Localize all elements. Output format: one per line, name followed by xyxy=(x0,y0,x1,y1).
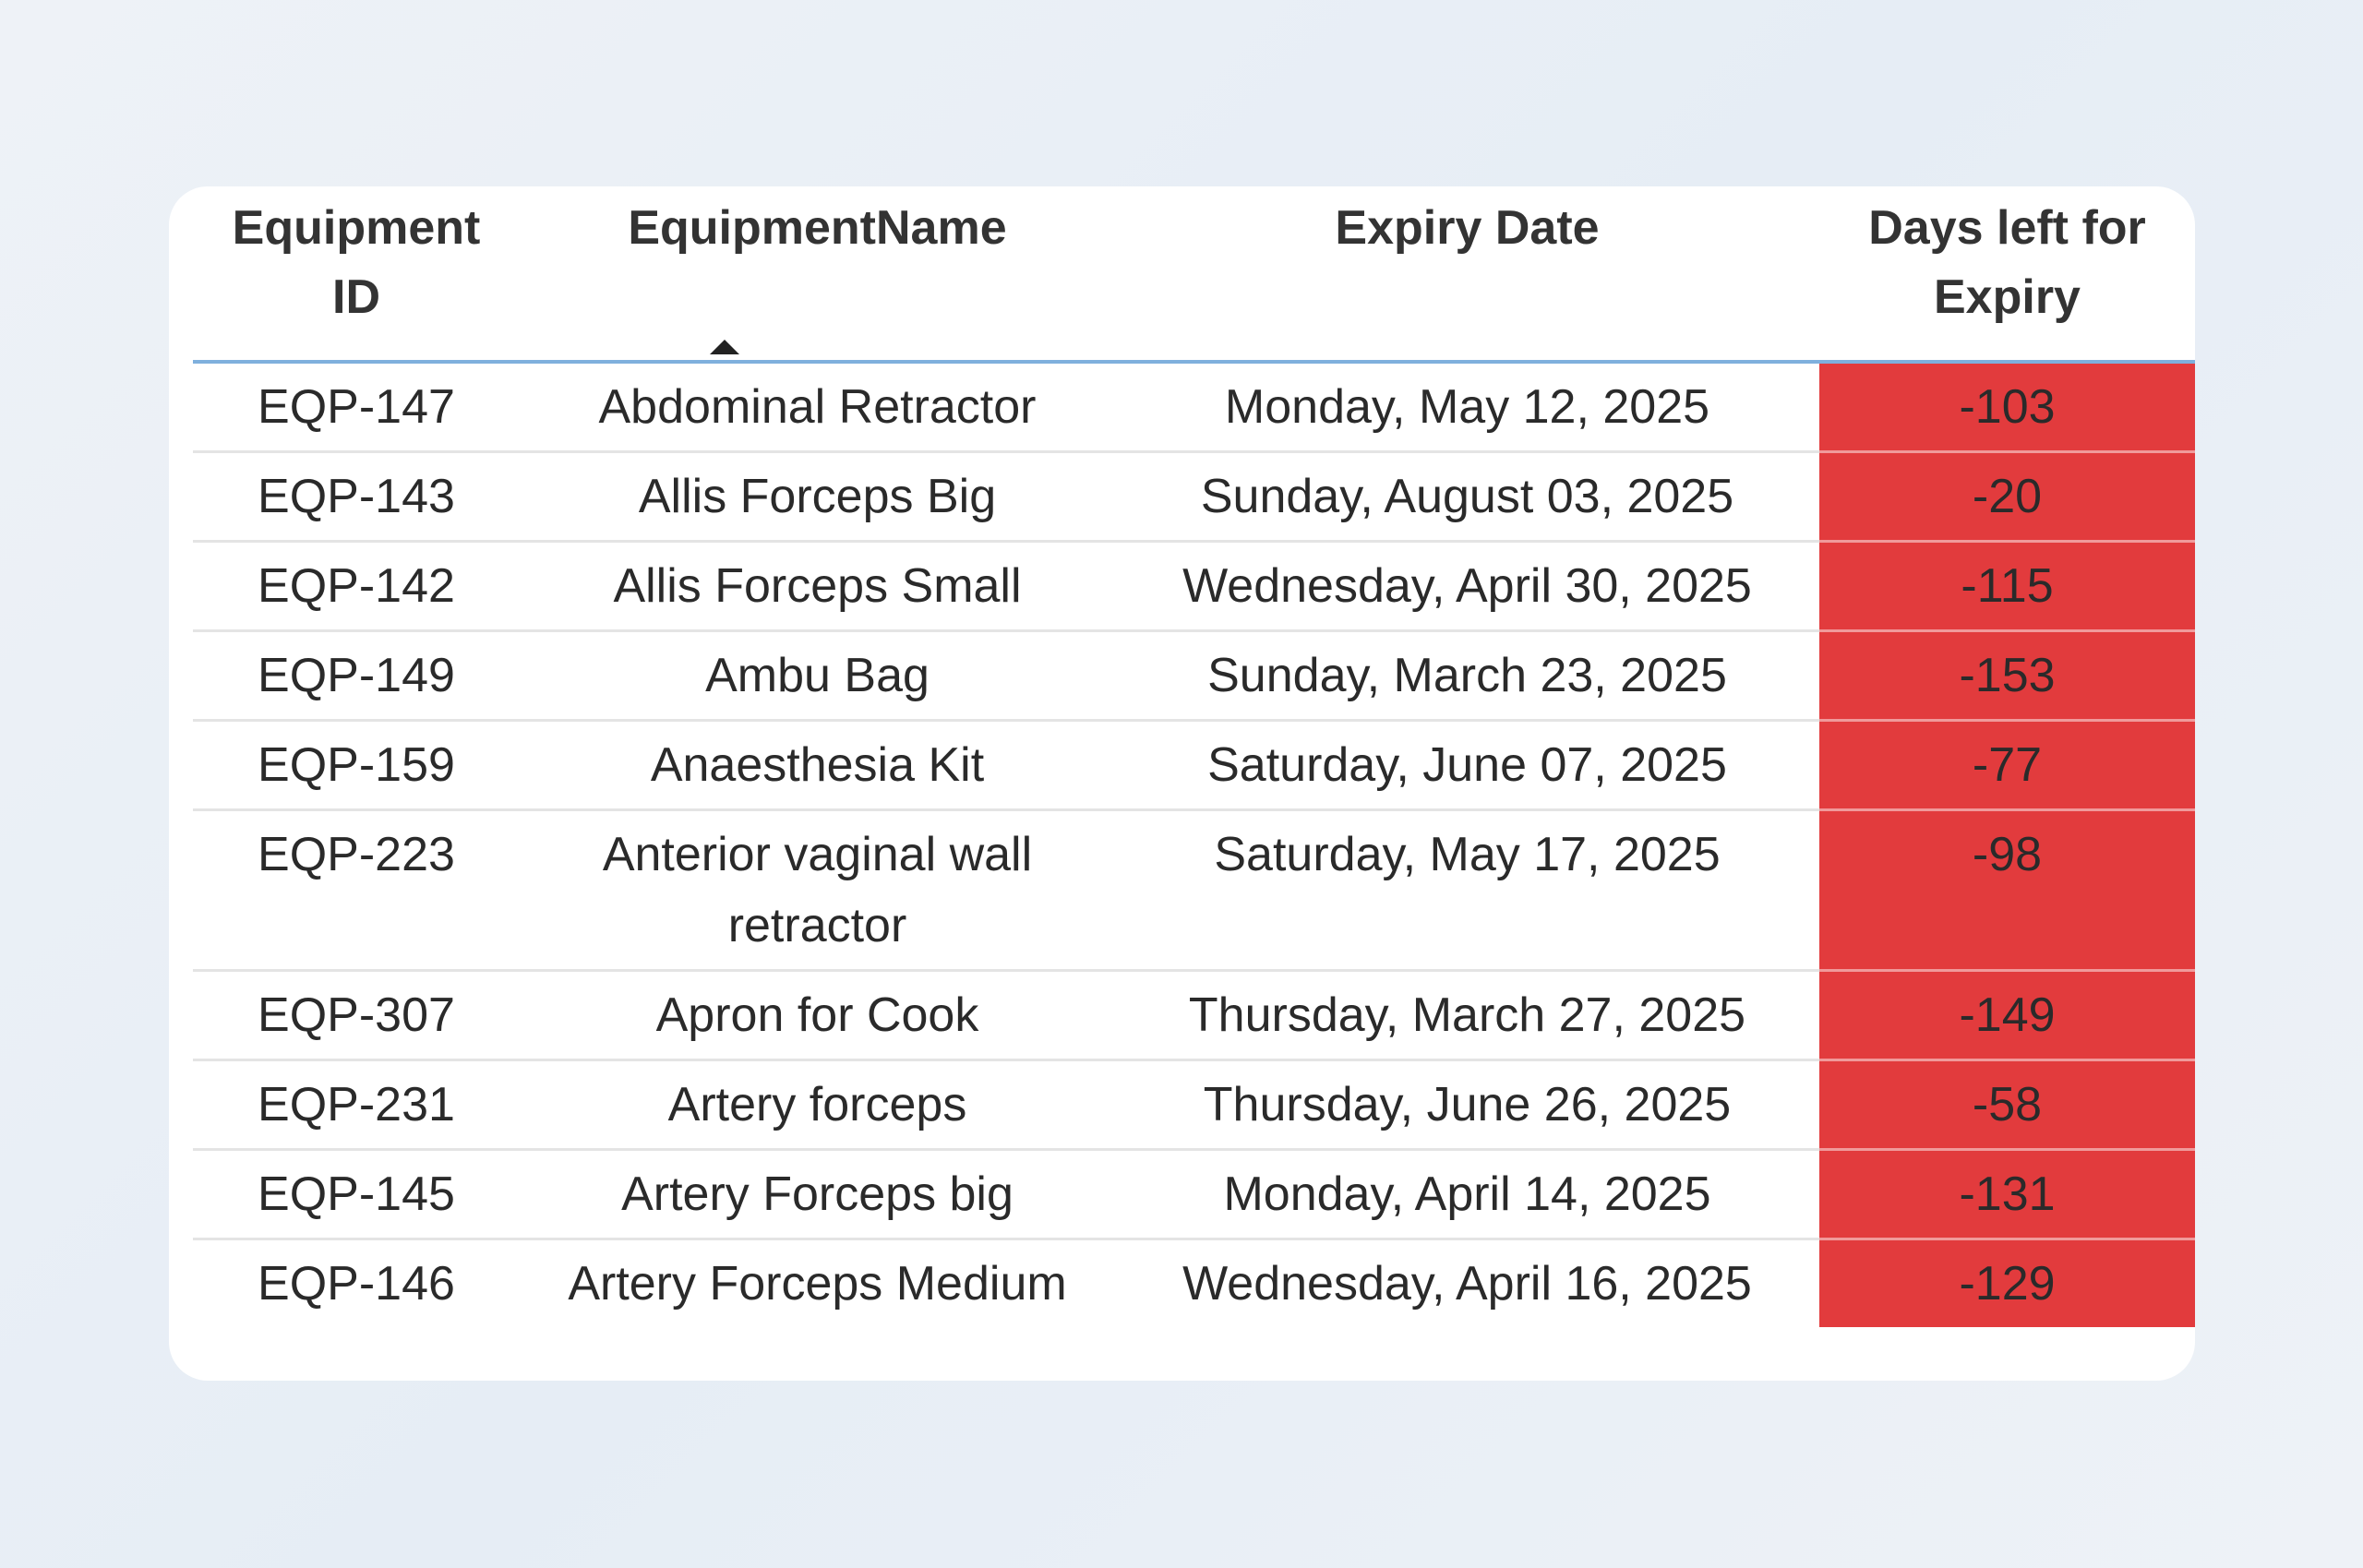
table-body: EQP-147 Abdominal Retractor Monday, May 12… xyxy=(193,362,2195,1327)
equipment-name: Anterior vaginal wall retractor xyxy=(520,809,1115,972)
equipment-name: Apron for Cook xyxy=(520,970,1115,1061)
expiry-date: Wednesday, April 30, 2025 xyxy=(1115,541,1819,632)
days-left: -20 xyxy=(1819,451,2195,543)
table-row[interactable]: EQP-145 Artery Forceps big Monday, April 1… xyxy=(193,1149,2195,1240)
days-left: -98 xyxy=(1819,809,2195,972)
table-row[interactable]: EQP-223 Anterior vaginal wall retractor Sa… xyxy=(193,809,2195,972)
equipment-name: Artery Forceps Medium xyxy=(568,1257,1067,1311)
equipment-name: Ambu Bag xyxy=(520,630,1115,722)
days-left: -131 xyxy=(1819,1149,2195,1240)
table-row[interactable]: EQP-143 Allis Forceps Big Sunday, August 0… xyxy=(193,451,2195,543)
column-header[interactable]: Expiry Date xyxy=(1115,186,1819,364)
days-left: -129 xyxy=(1819,1239,2195,1327)
expiry-date: Monday, April 14, 2025 xyxy=(1115,1149,1819,1240)
expiry-date: Wednesday, April 16, 2025 xyxy=(1182,1257,1752,1311)
expiry-date: Saturday, May 17, 2025 xyxy=(1115,809,1819,972)
days-left: -153 xyxy=(1819,630,2195,722)
days-left: -58 xyxy=(1819,1059,2195,1151)
equipment-name: Artery Forceps big xyxy=(520,1149,1115,1240)
equipment-id: EQP-142 xyxy=(193,541,520,632)
days-left: -115 xyxy=(1819,541,2195,632)
equipment-id: EQP-149 xyxy=(193,630,520,722)
table-row[interactable]: EQP-146 Artery Forceps Medium Wednesday, A… xyxy=(193,1239,2195,1327)
table-row[interactable]: EQP-147 Abdominal Retractor Monday, May 12… xyxy=(193,362,2195,453)
sort-indicator[interactable] xyxy=(710,340,739,354)
table-row[interactable]: EQP-142 Allis Forceps Small Wednesday, Apr… xyxy=(193,541,2195,632)
equipment-name: Abdominal Retractor xyxy=(520,362,1115,453)
column-header[interactable]: Days left for Expiry xyxy=(1819,186,2195,364)
equipment-id: EQP-159 xyxy=(193,720,520,811)
equipment-name: Allis Forceps Big xyxy=(520,451,1115,543)
expiry-date: Thursday, March 27, 2025 xyxy=(1115,970,1819,1061)
equipment-name: Artery forceps xyxy=(520,1059,1115,1151)
expiry-date: Thursday, June 26, 2025 xyxy=(1115,1059,1819,1151)
header-row: Equipment ID EquipmentName Expiry Date Days… xyxy=(193,186,2195,364)
equipment-id: EQP-147 xyxy=(193,362,520,453)
equipment-table: Equipment ID EquipmentName Expiry Date Days… xyxy=(193,186,2195,1327)
equipment-id: EQP-146 xyxy=(258,1257,455,1311)
equipment-id: EQP-143 xyxy=(193,451,520,543)
expiry-date: Monday, May 12, 2025 xyxy=(1115,362,1819,453)
expiry-date: Saturday, June 07, 2025 xyxy=(1115,720,1819,811)
equipment-name: Allis Forceps Small xyxy=(520,541,1115,632)
equipment-name: Anaesthesia Kit xyxy=(520,720,1115,811)
expiry-date: Sunday, March 23, 2025 xyxy=(1115,630,1819,722)
table-row[interactable]: EQP-231 Artery forceps Thursday, June 26, … xyxy=(193,1059,2195,1151)
table-card: Equipment ID EquipmentName Expiry Date Days… xyxy=(169,186,2195,1381)
column-header[interactable]: EquipmentName xyxy=(520,186,1115,364)
days-left: -103 xyxy=(1819,362,2195,453)
table-row[interactable]: EQP-159 Anaesthesia Kit Saturday, June 07,… xyxy=(193,720,2195,811)
expiry-date: Sunday, August 03, 2025 xyxy=(1115,451,1819,543)
equipment-id: EQP-145 xyxy=(193,1149,520,1240)
days-left: -77 xyxy=(1819,720,2195,811)
table-row[interactable]: EQP-149 Ambu Bag Sunday, March 23, 2025 -15… xyxy=(193,630,2195,722)
equipment-id: EQP-307 xyxy=(193,970,520,1061)
table-row[interactable]: EQP-307 Apron for Cook Thursday, March 27,… xyxy=(193,970,2195,1061)
days-left: -149 xyxy=(1819,970,2195,1061)
column-header[interactable]: Equipment ID xyxy=(193,186,520,364)
equipment-id: EQP-223 xyxy=(193,809,520,972)
equipment-id: EQP-231 xyxy=(193,1059,520,1151)
